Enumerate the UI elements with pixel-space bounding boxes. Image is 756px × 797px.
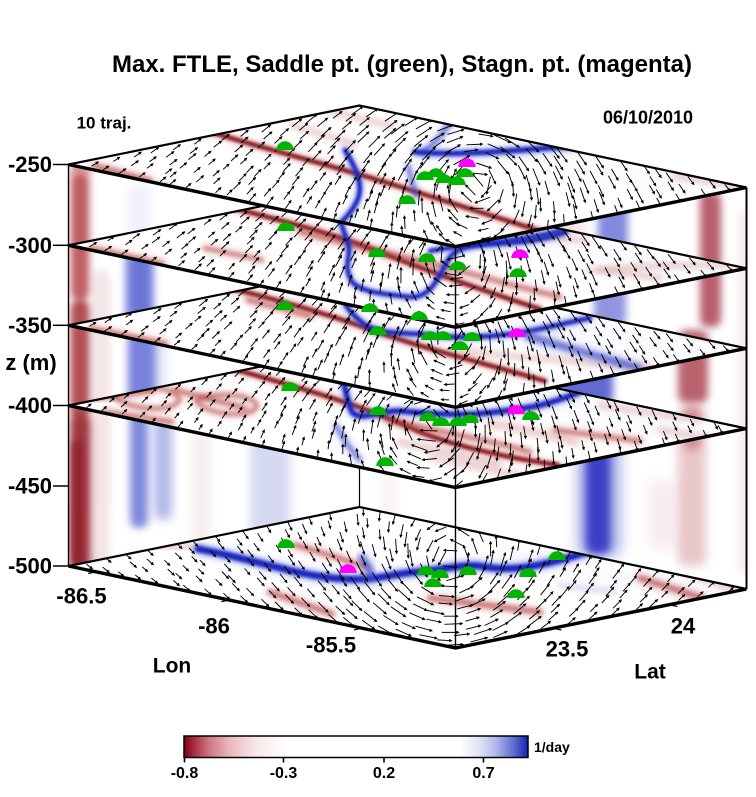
- svg-text:-0.8: -0.8: [171, 765, 199, 782]
- svg-text:-400: -400: [8, 393, 52, 418]
- svg-text:24: 24: [671, 614, 696, 639]
- svg-text:-300: -300: [8, 233, 52, 258]
- svg-text:1/day: 1/day: [534, 739, 570, 755]
- svg-text:-250: -250: [8, 152, 52, 177]
- svg-text:-350: -350: [8, 313, 52, 338]
- svg-text:0.7: 0.7: [472, 765, 494, 782]
- svg-text:06/10/2010: 06/10/2010: [603, 108, 693, 128]
- svg-text:z (m): z (m): [5, 350, 56, 375]
- svg-text:-0.3: -0.3: [270, 765, 298, 782]
- svg-text:-500: -500: [8, 554, 52, 579]
- svg-text:-450: -450: [8, 474, 52, 499]
- svg-text:-85.5: -85.5: [306, 633, 356, 658]
- svg-text:Lon: Lon: [153, 655, 191, 678]
- svg-text:0.2: 0.2: [373, 765, 395, 782]
- svg-text:Lat: Lat: [634, 661, 666, 684]
- svg-text:-86: -86: [198, 614, 230, 639]
- svg-text:-86.5: -86.5: [56, 584, 106, 609]
- svg-text:Max. FTLE, Saddle pt. (green),: Max. FTLE, Saddle pt. (green), Stagn. pt…: [112, 51, 692, 78]
- svg-text:23.5: 23.5: [546, 637, 589, 662]
- svg-text:10 traj.: 10 traj.: [77, 114, 132, 133]
